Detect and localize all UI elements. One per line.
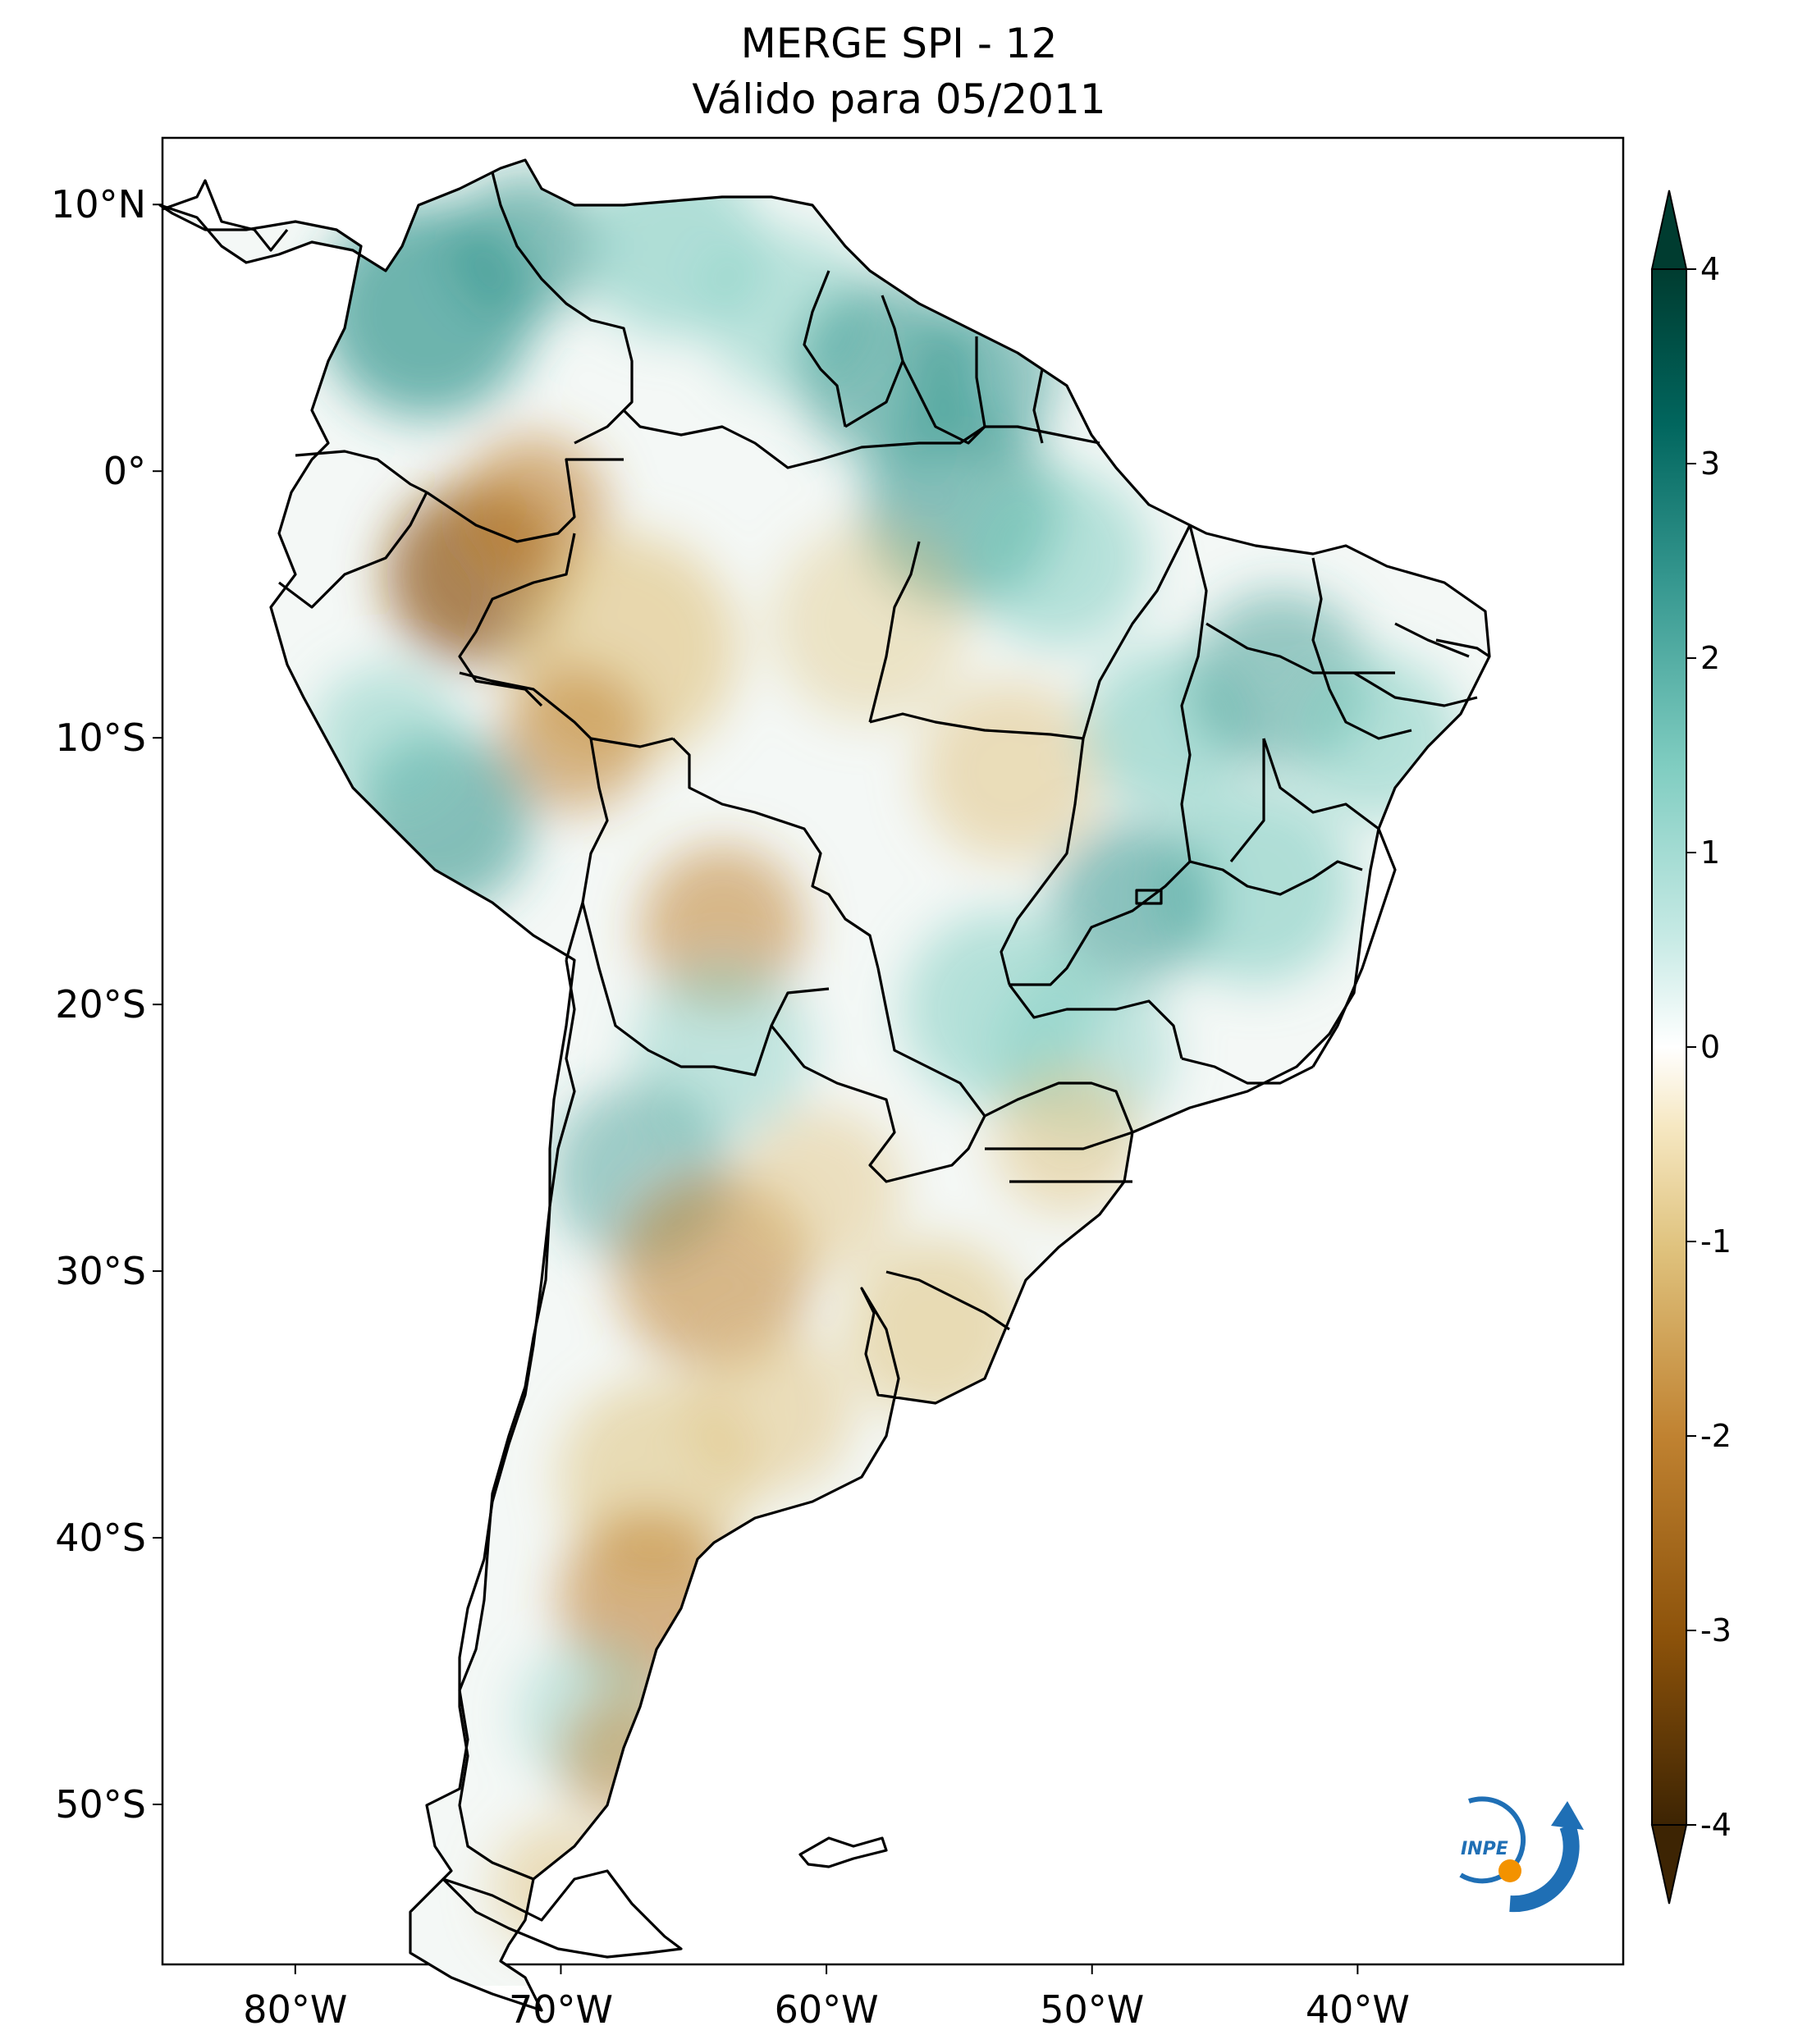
coastline <box>158 158 1491 2012</box>
lat-tick-label: 0° <box>103 449 146 493</box>
colorbar-tick-label: 3 <box>1700 446 1720 482</box>
colorbar-extend-min <box>1650 1824 1688 1905</box>
lon-tick-label: 50°W <box>1040 1987 1144 2032</box>
colorbar-tick-label: -4 <box>1700 1807 1732 1843</box>
colorbar-tick-label: 1 <box>1700 835 1720 871</box>
lat-tick-label: 50°S <box>55 1782 146 1827</box>
longitude-labels: 80°W 70°W 60°W 50°W 40°W <box>243 1964 1410 2032</box>
lon-tick-label: 40°W <box>1306 1987 1410 2032</box>
chart-subtitle: Válido para 05/2011 <box>692 75 1106 123</box>
chart-title: MERGE SPI - 12 <box>740 20 1058 67</box>
colorbar-tick-label: -1 <box>1700 1223 1732 1260</box>
lat-tick-label: 40°S <box>55 1516 146 1560</box>
colorbar-tick-label: 0 <box>1700 1029 1720 1065</box>
inpe-logo-text: INPE <box>1461 1839 1508 1859</box>
lat-tick-label: 10°S <box>55 716 146 760</box>
lon-tick-label: 60°W <box>775 1987 879 2032</box>
lat-tick-label: 20°S <box>55 982 146 1027</box>
country-borders <box>278 171 1490 1881</box>
lon-tick-label: 80°W <box>243 1987 347 2032</box>
lat-tick-label: 30°S <box>55 1249 146 1293</box>
latitude-labels: 10°N 0° 10°S 20°S 30°S 40°S 50°S <box>51 182 162 1827</box>
lon-tick-label: 70°W <box>509 1987 613 2032</box>
colorbar-extend-max <box>1650 190 1688 270</box>
inpe-logo: INPE <box>1459 1796 1584 1913</box>
lat-tick-label: 10°N <box>51 182 146 226</box>
colorbar-tick-label: 4 <box>1700 251 1720 287</box>
colorbar-tick-label: -3 <box>1700 1612 1732 1648</box>
colorbar: 4 3 2 1 0 -1 -2 -3 -4 <box>1650 190 1732 1905</box>
colorbar-bar <box>1651 268 1687 1826</box>
colorbar-tick-label: 2 <box>1700 640 1720 676</box>
colorbar-tick-label: -2 <box>1700 1418 1732 1454</box>
